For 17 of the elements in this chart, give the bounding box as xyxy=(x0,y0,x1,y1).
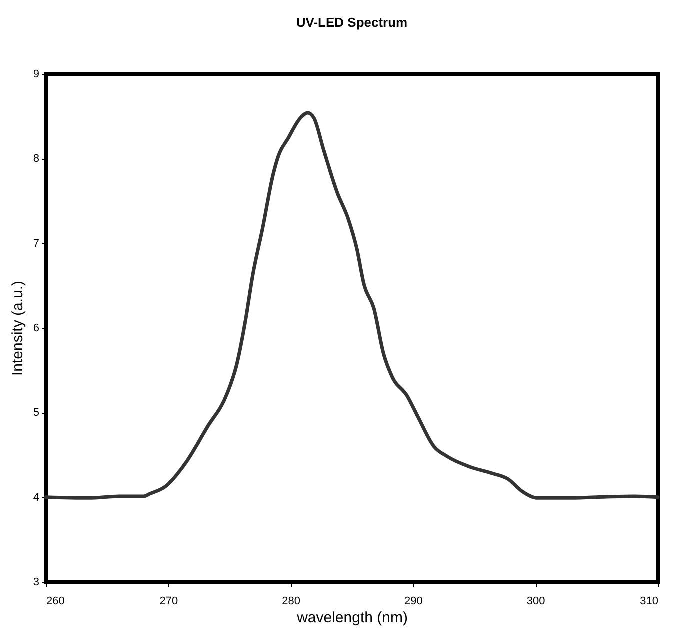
x-tick-label: 310 xyxy=(640,596,658,608)
x-tick-label: 290 xyxy=(404,596,423,608)
y-tick-label: 3 xyxy=(33,576,40,588)
y-tick-label: 7 xyxy=(33,238,40,250)
y-axis-title: Intensity (a.u.) xyxy=(9,280,26,376)
x-tick-label: 300 xyxy=(526,596,546,608)
y-tick-label: 8 xyxy=(33,153,40,166)
x-tick-label: 270 xyxy=(160,596,178,608)
x-tick-label: 280 xyxy=(282,596,300,608)
y-tick-label: 4 xyxy=(33,492,40,504)
y-tick-label: 6 xyxy=(33,322,40,334)
x-tick-label: 260 xyxy=(46,596,65,608)
chart-title: UV-LED Spectrum xyxy=(296,15,408,30)
line-series xyxy=(44,111,660,500)
y-tick-label: 9 xyxy=(33,68,40,80)
y-tick-label: 5 xyxy=(33,407,40,420)
x-axis-title: wavelength (nm) xyxy=(296,610,408,626)
